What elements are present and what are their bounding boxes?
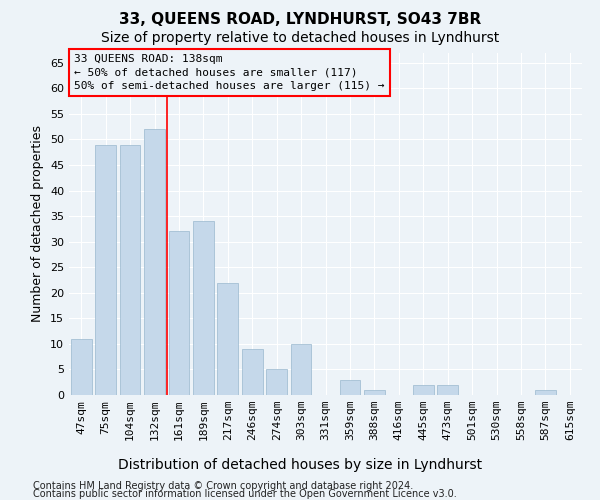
Bar: [437, 385, 458, 395]
Bar: [340, 380, 361, 395]
Bar: [413, 385, 434, 395]
Bar: [266, 370, 287, 395]
Bar: [169, 232, 190, 395]
Bar: [119, 144, 140, 395]
Bar: [242, 349, 263, 395]
Bar: [144, 129, 165, 395]
Text: 33, QUEENS ROAD, LYNDHURST, SO43 7BR: 33, QUEENS ROAD, LYNDHURST, SO43 7BR: [119, 12, 481, 28]
Y-axis label: Number of detached properties: Number of detached properties: [31, 125, 44, 322]
Bar: [217, 282, 238, 395]
Bar: [290, 344, 311, 395]
Text: Size of property relative to detached houses in Lyndhurst: Size of property relative to detached ho…: [101, 31, 499, 45]
Text: 33 QUEENS ROAD: 138sqm
← 50% of detached houses are smaller (117)
50% of semi-de: 33 QUEENS ROAD: 138sqm ← 50% of detached…: [74, 54, 385, 90]
Bar: [71, 339, 92, 395]
Text: Contains public sector information licensed under the Open Government Licence v3: Contains public sector information licen…: [33, 489, 457, 499]
Bar: [193, 221, 214, 395]
Text: Distribution of detached houses by size in Lyndhurst: Distribution of detached houses by size …: [118, 458, 482, 471]
Text: Contains HM Land Registry data © Crown copyright and database right 2024.: Contains HM Land Registry data © Crown c…: [33, 481, 413, 491]
Bar: [364, 390, 385, 395]
Bar: [95, 144, 116, 395]
Bar: [535, 390, 556, 395]
